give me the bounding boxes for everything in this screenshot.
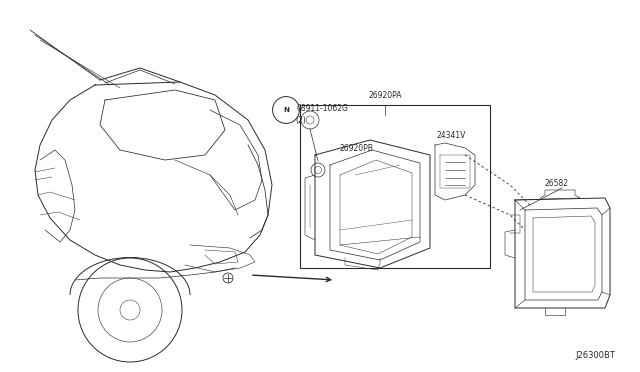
Text: J26300BT: J26300BT — [575, 350, 615, 359]
Text: 26582: 26582 — [545, 179, 569, 187]
Text: (2): (2) — [295, 115, 306, 125]
Text: N: N — [283, 107, 289, 113]
Text: 24341V: 24341V — [437, 131, 467, 140]
Text: 08911-1062G: 08911-1062G — [297, 103, 349, 112]
Text: 26920PA: 26920PA — [368, 90, 402, 99]
Text: 26920PB: 26920PB — [340, 144, 374, 153]
